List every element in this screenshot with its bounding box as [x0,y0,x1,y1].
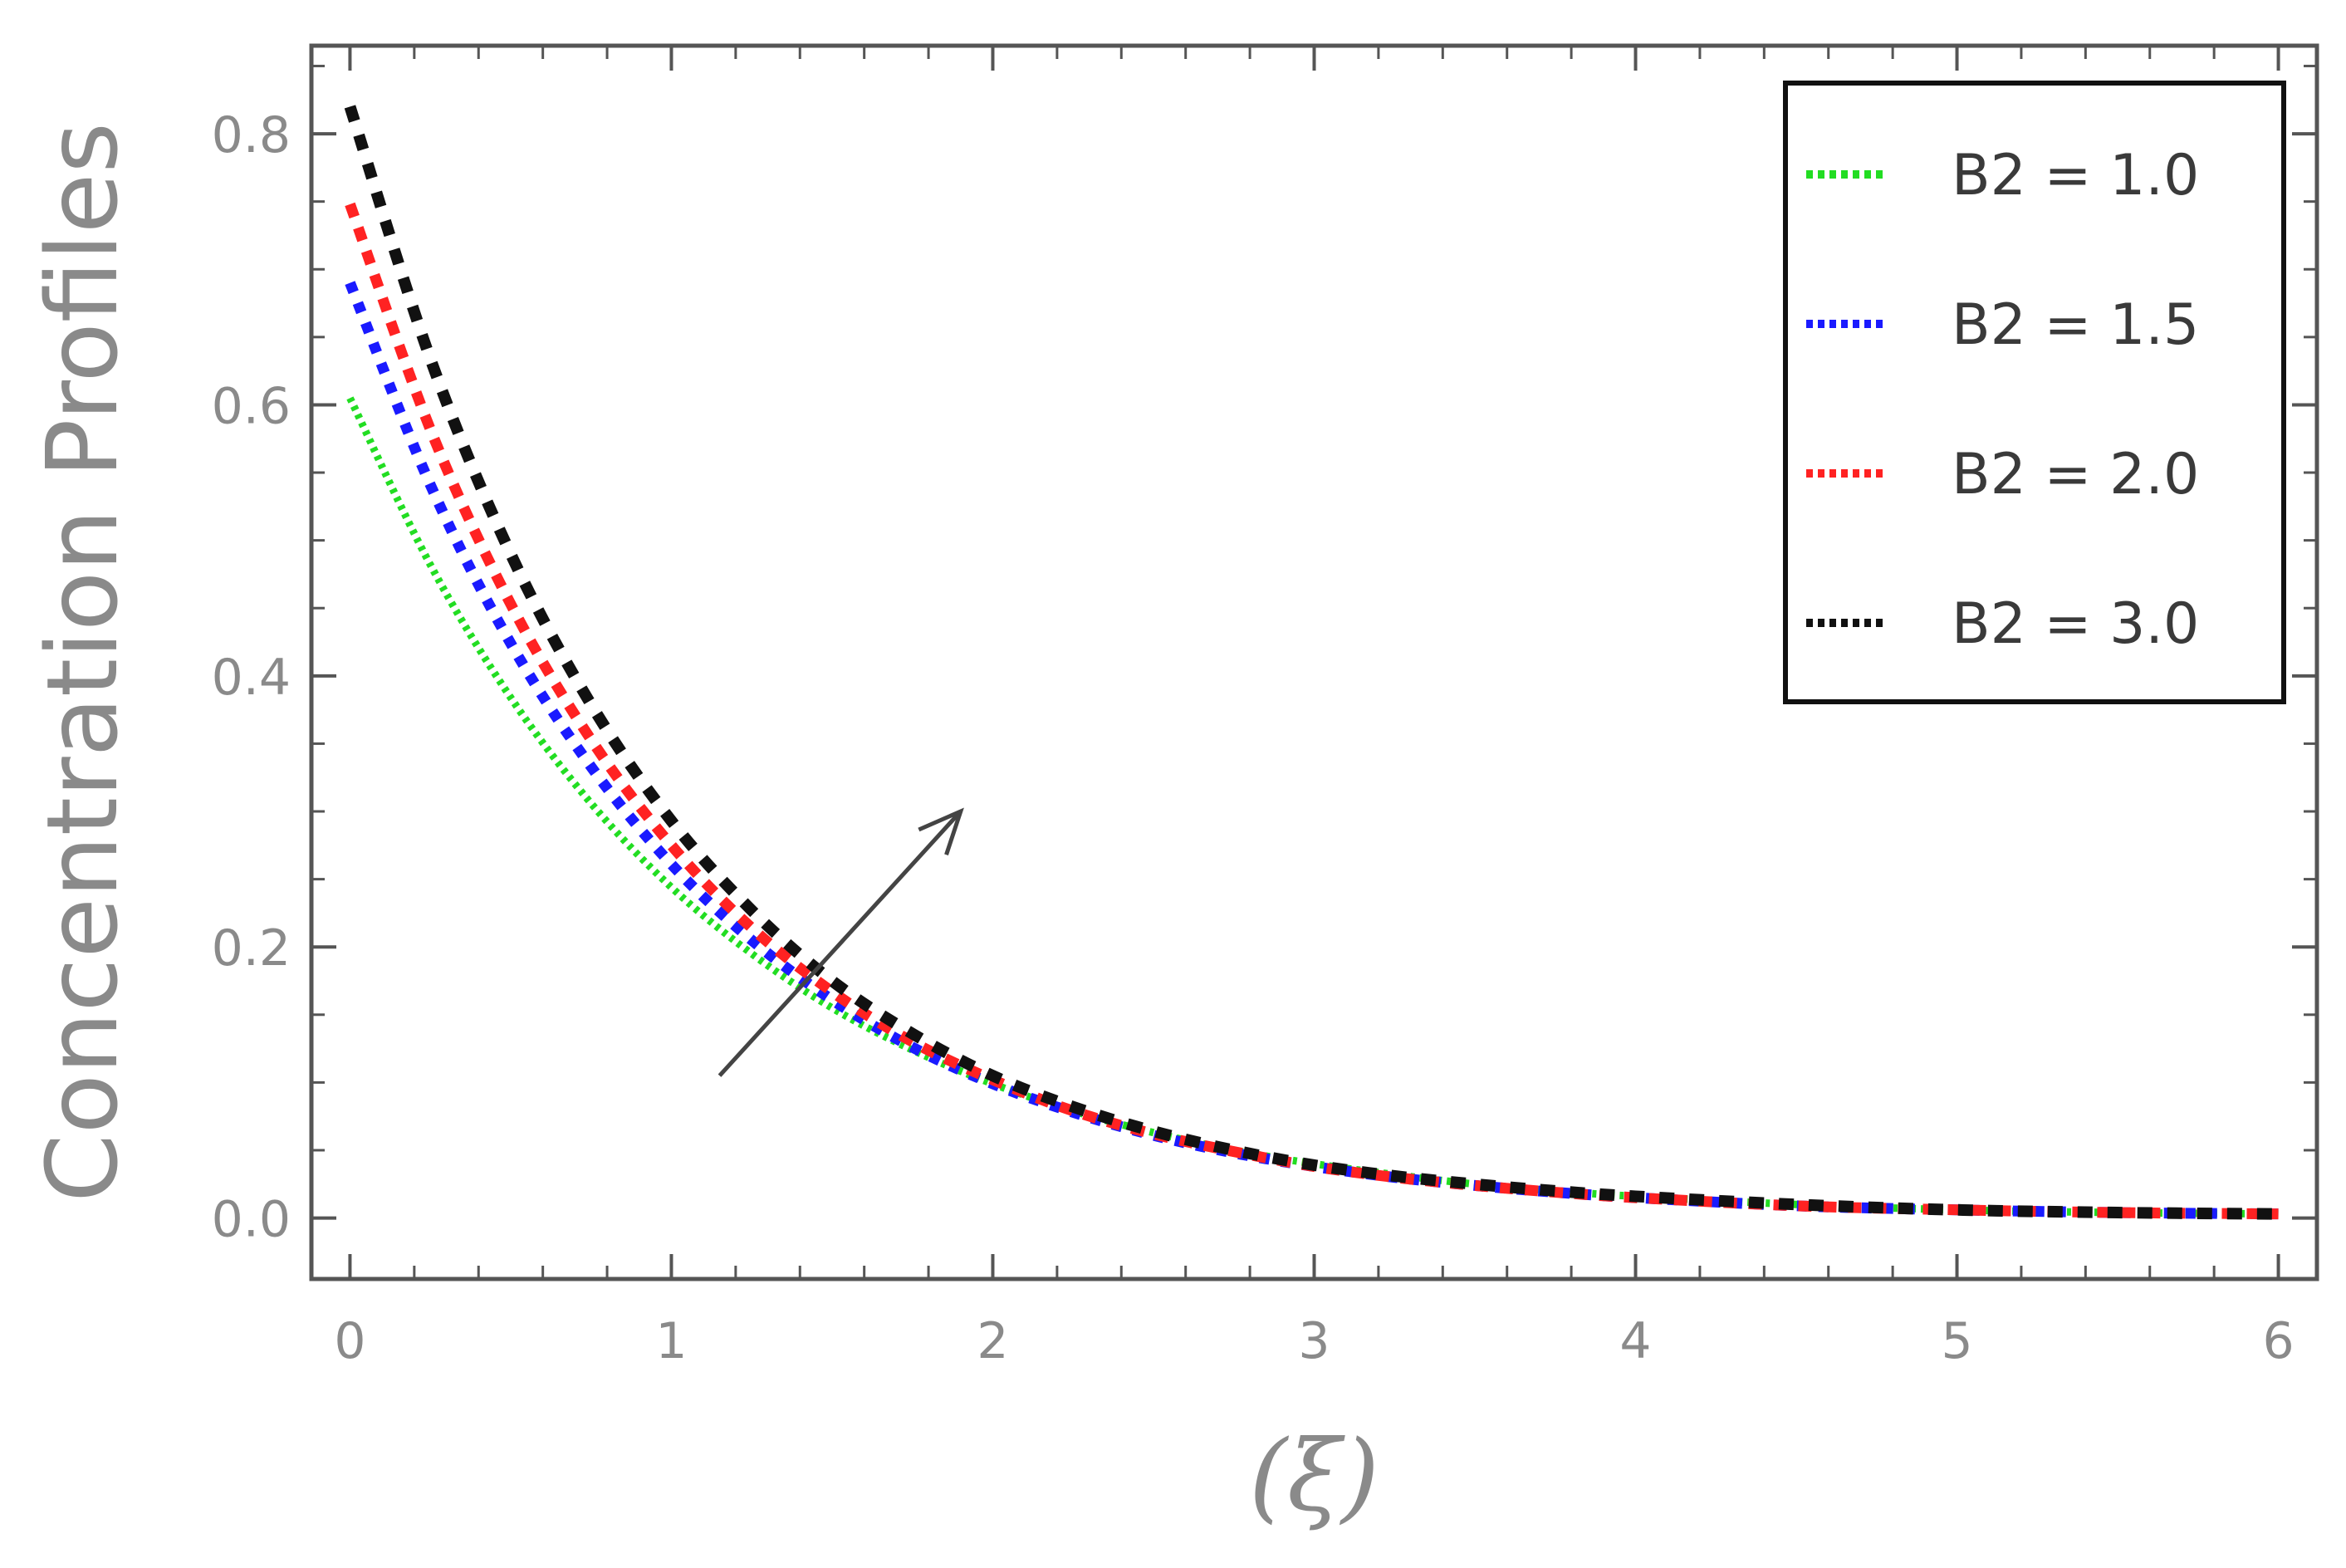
series-layer [344,105,2279,1220]
legend-item: B2 = 3.0 [1806,591,2199,657]
y-tick-label: 0.2 [212,919,291,978]
x-axis-title: (ξ) [1249,1419,1379,1533]
series-line-2 [345,281,2279,1220]
x-tick-label: 0 [334,1312,365,1370]
x-tick-label: 4 [1619,1312,1651,1370]
y-tick-label: 0.4 [212,649,291,707]
x-tick-label: 3 [1298,1312,1330,1370]
series-line-3 [345,202,2279,1220]
tick-labels: 0 1 2 3 4 5 6 0.0 0.2 0.4 0.6 0.8 [212,106,2295,1370]
legend-label-b2-1-0: B2 = 1.0 [1952,143,2199,208]
legend-item: B2 = 2.0 [1806,442,2199,507]
x-tick-label: 2 [977,1312,1008,1370]
legend-box [1783,81,2286,704]
legend: B2 = 1.0 B2 = 1.5 B2 = 2.0 B2 = 3.0 [1783,81,2286,704]
y-tick-label: 0.6 [212,377,291,435]
y-tick-label: 0.8 [212,106,291,164]
x-tick-label: 5 [1941,1312,1972,1370]
annotation-layer [718,807,964,1077]
x-tick-label: 1 [655,1312,687,1370]
series-line-4 [344,105,2279,1220]
axis-ticks [311,46,2317,1279]
x-tick-label: 6 [2262,1312,2294,1370]
trend-arrow-head [918,807,964,856]
legend-item: B2 = 1.0 [1806,143,2199,208]
legend-label-b2-3-0: B2 = 3.0 [1952,591,2199,657]
legend-label-b2-2-0: B2 = 2.0 [1952,442,2199,507]
legend-item: B2 = 1.5 [1806,292,2199,358]
trend-arrow-shaft [718,810,962,1077]
y-tick-label: 0.0 [212,1191,291,1249]
y-axis-title: Concentration Profiles [25,122,140,1203]
legend-label-b2-1-5: B2 = 1.5 [1952,292,2199,358]
